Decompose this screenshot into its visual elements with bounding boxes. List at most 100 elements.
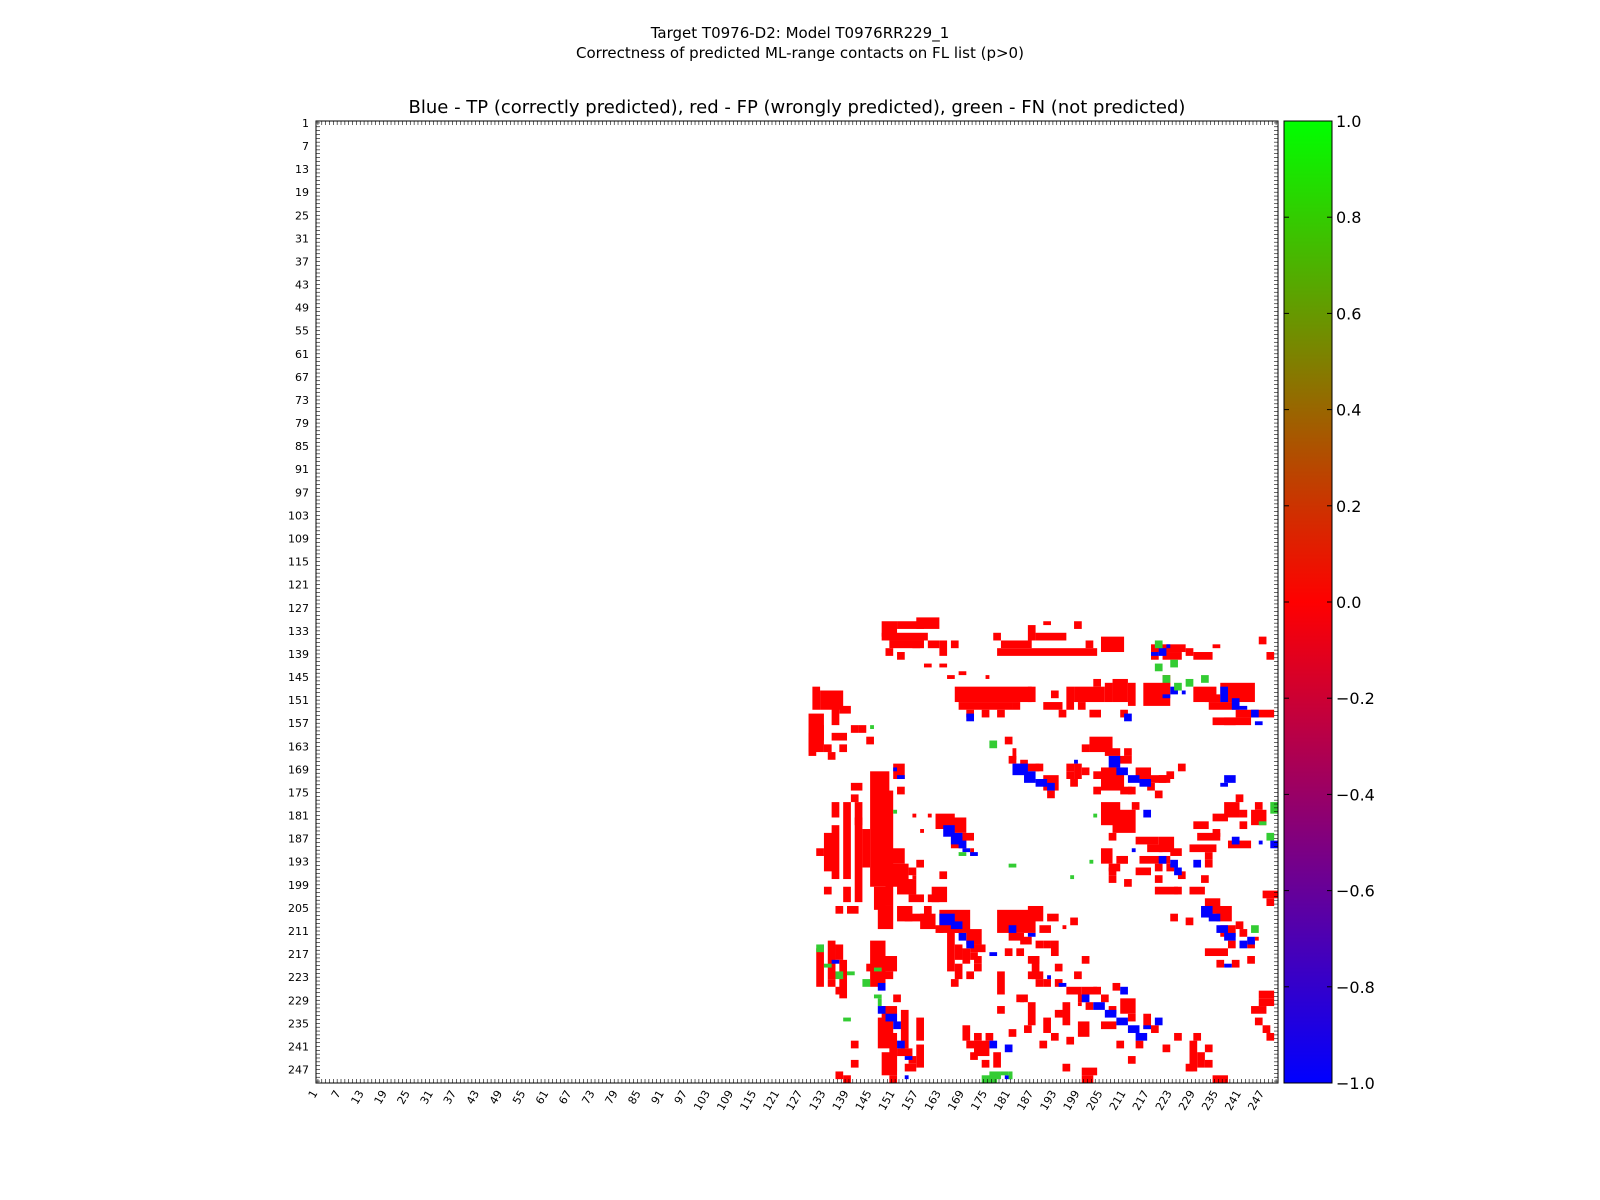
x-tick-label: 187 [1014,1088,1036,1113]
fp-contact-cell [1008,755,1017,764]
fp-contact-cell [993,1052,1001,1068]
fn-contact-cell [1000,1071,1009,1076]
tp-contact-cell [989,1040,998,1049]
fn-contact-cell [1070,875,1075,880]
fp-contact-cell [893,763,905,780]
tp-contact-cell [939,913,955,926]
fp-contact-cell [1239,929,1248,937]
fp-contact-cell [893,994,901,1003]
colorbar-tick-label: 0.8 [1336,208,1361,227]
x-tick-label: 19 [372,1088,390,1107]
y-tick-label: 193 [288,856,309,869]
fp-contact-cell [1224,717,1236,726]
y-tick-labels: 1 7 13 19 25 31 37 43 49 55 61 67 73 79 85 91 97 103 109 11… [288,117,309,1077]
fp-contact-cell [897,879,917,895]
x-tick-label: 217 [1130,1088,1152,1113]
fp-contact-cell [1189,844,1217,853]
tp-contact-cell [893,1021,901,1030]
fp-contact-cell [858,725,867,733]
fp-contact-cell [997,971,1005,995]
y-tick-label: 49 [295,302,309,315]
fp-contact-cell [912,640,921,649]
x-tick-label: 61 [533,1088,551,1107]
fp-contact-cell [1258,990,1275,999]
fp-contact-cell [974,956,982,964]
fp-contact-cell [1093,678,1101,687]
tp-contact-cell [962,848,971,853]
fp-contact-cell [1104,682,1113,703]
tp-contact-cell [1143,809,1152,818]
fp-contact-cell [1185,917,1194,926]
fn-contact-cell [823,963,832,968]
fp-contact-cell [954,944,963,960]
x-tick-label: 223 [1153,1088,1175,1113]
fp-contact-cell [1239,686,1248,695]
fn-contact-cell [873,994,882,999]
y-tick-label: 55 [295,325,309,338]
fp-contact-cell [962,948,971,964]
fp-contact-cell [1066,686,1075,710]
fn-contact-cell [958,852,967,856]
x-tick-labels: 1 7 13 19 25 31 37 43 49 55 61 67 73 79 85 91 97 103 109 11… [306,1088,1267,1113]
tp-contact-cell [831,959,840,964]
fp-contact-cell [927,813,932,818]
fp-contact-cell [843,886,851,903]
fp-contact-cell [1039,1040,1048,1049]
x-tick-label: 49 [487,1088,505,1107]
fp-contact-cell [808,732,817,756]
fp-contact-cell [1093,986,1101,995]
fp-contact-cell [904,913,928,922]
fp-contact-cell [1074,621,1082,629]
tp-contact-cell [1158,855,1167,864]
fp-contact-cell [1085,1002,1094,1010]
tp-contact-cell [1116,767,1128,776]
tp-contact-cell [1239,705,1248,710]
fn-contact-cell [1170,659,1178,668]
fp-contact-cell [1127,1056,1136,1064]
fp-contact-cell [997,648,1098,656]
fp-contact-cell [1235,921,1244,930]
fp-contact-cell [839,744,848,753]
fp-contact-cell [1147,782,1155,791]
fp-contact-cell [981,709,990,718]
x-tick-label: 13 [348,1088,366,1107]
y-tick-label: 109 [288,533,309,546]
fp-contact-cell [1204,694,1221,703]
fp-contact-cell [935,925,944,933]
fp-contact-cell [923,663,932,668]
x-tick-label: 55 [510,1088,528,1107]
fp-contact-cell [873,886,886,910]
fn-contact-cell [989,1071,1001,1080]
fp-contact-cell [1170,913,1178,922]
fp-contact-cell [1143,682,1171,706]
fp-contact-cell [897,1048,913,1057]
fp-contact-cell [927,640,940,649]
fp-contact-cell [939,663,948,668]
fp-contact-cell [1066,763,1075,772]
fp-contact-cell [1224,802,1240,818]
fp-contact-cell [1208,702,1240,710]
fp-contact-cell [1174,1032,1182,1041]
fp-contact-cell [1258,998,1275,1007]
fp-contact-cell [1031,909,1040,918]
y-tick-label: 175 [288,786,309,799]
fp-contact-cell [816,948,824,987]
fp-contact-cell [1266,898,1275,906]
tp-contact-cell [966,713,975,722]
x-tick-label: 133 [807,1088,829,1113]
fp-contact-cell [1089,709,1101,718]
y-tick-label: 85 [295,440,309,453]
fp-contact-cell [885,648,894,656]
fn-contact-cell [1201,675,1209,683]
fp-contact-cell [970,1052,978,1060]
y-tick-label: 115 [288,556,309,569]
y-tick-label: 229 [288,994,309,1007]
fp-contact-cell [1043,940,1051,949]
colorbar-tick-label: 1.0 [1336,112,1361,131]
fp-contact-cell [1027,971,1044,980]
y-tick-label: 217 [288,948,309,961]
fp-contact-cell [835,986,844,995]
x-tick-label: 241 [1222,1088,1244,1113]
fp-contact-cell [912,875,917,880]
fp-contact-cell [916,617,940,629]
